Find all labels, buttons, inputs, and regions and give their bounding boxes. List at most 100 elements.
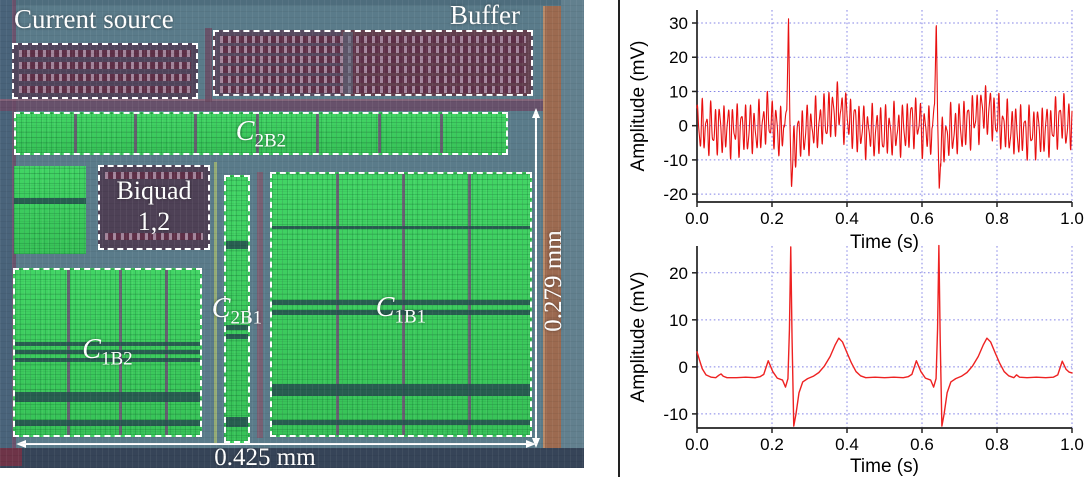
- width-dimension-line: [22, 443, 530, 445]
- resistor-row: [220, 76, 526, 83]
- width-arrow-left: [16, 440, 26, 448]
- metal-band: [272, 420, 530, 425]
- metal-band: [226, 325, 248, 330]
- cap-separator: [440, 114, 443, 153]
- metal-band: [272, 300, 530, 305]
- current-source-box: [12, 43, 198, 99]
- buffer-gap-column: [343, 32, 353, 94]
- chip-micrograph: C2B2 Biquad 1,2 C2B1: [0, 0, 584, 468]
- metal-band: [15, 342, 200, 346]
- panel-divider: [618, 0, 620, 477]
- resistor-row: [19, 74, 191, 81]
- resistor-row: [220, 36, 526, 43]
- c1b2-box: C1B2: [13, 268, 202, 437]
- cap-separator: [134, 114, 137, 153]
- c1b1-box: C1B1: [270, 172, 532, 437]
- x-tick-label: 0.6: [910, 435, 934, 454]
- y-tick-label: 10: [669, 82, 688, 101]
- metal-band: [226, 241, 248, 249]
- y-tick-label: -10: [663, 151, 688, 170]
- resistor-row: [105, 233, 203, 240]
- biquad-label: Biquad 1,2: [100, 175, 208, 237]
- resistor-row: [19, 62, 191, 69]
- c2b1-label: C2B1: [211, 293, 263, 329]
- substrate-right-edge: [561, 0, 584, 468]
- resistor-row: [19, 86, 191, 93]
- substrate-left-column: [0, 0, 12, 468]
- capacitor-block-left: [14, 166, 86, 254]
- metal-band: [226, 417, 248, 427]
- x-tick-label: 1.0: [1060, 435, 1084, 454]
- x-tick-label: 0.2: [760, 435, 784, 454]
- cap-separator: [378, 114, 381, 153]
- y-tick-label: -10: [663, 405, 688, 424]
- substrate-top-band: [0, 0, 584, 5]
- metal-band: [226, 334, 248, 339]
- resistor-row: [19, 50, 191, 57]
- cap-separator: [316, 114, 319, 153]
- filtered-ecg-trace: [696, 244, 1073, 427]
- x-axis-title: Time (s): [850, 456, 919, 477]
- substrate-bottom-band: [0, 448, 584, 468]
- resistor-row: [220, 66, 526, 73]
- cap-separator: [74, 114, 77, 153]
- bus-line-yellow: [214, 162, 217, 444]
- y-tick-label: -20: [663, 185, 688, 204]
- x-tick-label: 0.4: [835, 435, 859, 454]
- c2b1-box: C2B1: [212, 175, 262, 443]
- bus-line-c1b1-left: [257, 172, 263, 438]
- x-tick-label: 0.2: [760, 209, 784, 228]
- resistor-row: [220, 46, 526, 53]
- c2b2-label: C2B2: [235, 116, 287, 152]
- cap-separator: [194, 114, 197, 153]
- metal-band: [272, 310, 530, 315]
- height-dimension-line: [535, 114, 537, 444]
- metal-band: [272, 226, 530, 229]
- cap-separator: [256, 114, 259, 153]
- y-tick-label: 0: [679, 117, 688, 136]
- height-arrow-bottom: [532, 438, 540, 448]
- maroon-block-bottom-left: [0, 448, 22, 466]
- waveform-panel: 0.0 0.2 0.4 0.6 0.8 1.0 -20 -10 0 10 20 30 Time (s) A…: [620, 0, 1090, 477]
- biquad-label-line1: Biquad: [116, 176, 192, 205]
- y-tick-label: 30: [669, 14, 688, 33]
- current-source-label: Current source: [14, 4, 174, 34]
- x-tick-label: 0.8: [985, 209, 1009, 228]
- x-tick-label: 0.6: [910, 209, 934, 228]
- metal-band: [14, 198, 86, 204]
- copper-bus-right: [543, 6, 561, 466]
- metal-band: [272, 384, 530, 396]
- width-dimension-label: 0.425 mm: [214, 444, 316, 468]
- y-tick-label: 10: [669, 311, 688, 330]
- metal-band: [15, 358, 200, 362]
- c2b2-box: C2B2: [14, 112, 508, 155]
- c1b2-label: C1B2: [82, 334, 133, 370]
- biquad-label-line2: 1,2: [137, 207, 171, 237]
- y-axis-title: Amplitude (mV): [628, 41, 649, 172]
- height-arrow-top: [532, 108, 540, 118]
- c1b1-label: C1B1: [375, 292, 427, 328]
- bus-line-mid: [205, 28, 212, 102]
- resistor-row: [105, 172, 203, 179]
- resistor-row: [220, 86, 526, 93]
- x-tick-label: 1.0: [1060, 209, 1084, 228]
- y-axis-title: Amplitude (mV): [628, 272, 649, 403]
- x-tick-label: 0.8: [985, 435, 1009, 454]
- metal-band: [15, 392, 200, 402]
- width-arrow-right: [526, 440, 536, 448]
- buffer-label: Buffer: [450, 0, 520, 30]
- y-tick-label: 0: [679, 358, 688, 377]
- ecg-charts-svg: 0.0 0.2 0.4 0.6 0.8 1.0 -20 -10 0 10 20 30 Time (s) A…: [628, 10, 1084, 477]
- biquad-box: Biquad 1,2: [98, 165, 210, 250]
- raw-ecg-trace: [696, 18, 1073, 189]
- x-tick-label: 0.0: [685, 209, 709, 228]
- metal-band: [15, 420, 200, 426]
- metal-band: [15, 350, 200, 354]
- resistor-row: [220, 56, 526, 63]
- height-dimension-label: 0.279 mm: [540, 230, 567, 332]
- y-tick-label: 20: [669, 264, 688, 283]
- buffer-box: [213, 30, 533, 96]
- x-tick-label: 0.4: [835, 209, 859, 228]
- x-axis-title: Time (s): [850, 232, 919, 253]
